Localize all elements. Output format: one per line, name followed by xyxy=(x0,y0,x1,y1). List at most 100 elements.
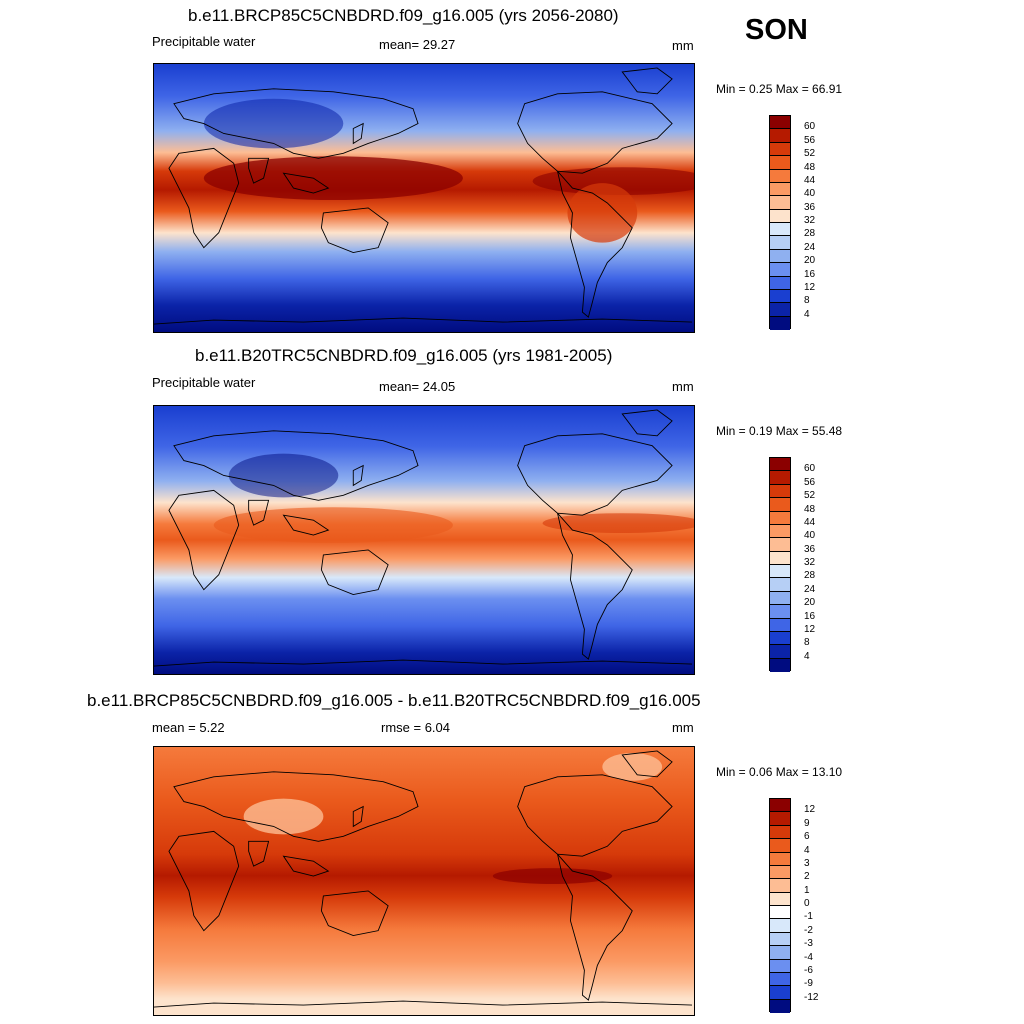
colorbar-tick-label: 12 xyxy=(804,623,816,635)
colorbar-segment xyxy=(770,986,790,1000)
colorbar-tick-label: 3 xyxy=(804,857,810,869)
colorbar-tick-label: 9 xyxy=(804,817,810,829)
colorbar-segment xyxy=(770,618,790,632)
colorbar-segment xyxy=(770,289,790,304)
panel-1-variable-label: Precipitable water xyxy=(152,34,256,49)
colorbar-segment xyxy=(770,932,790,947)
panel-1-map xyxy=(153,63,695,333)
panel-3-colorbar xyxy=(769,798,791,1013)
colorbar-tick-label: 8 xyxy=(804,295,810,307)
panel-2-title: b.e11.B20TRC5CNBDRD.f09_g16.005 (yrs 198… xyxy=(195,346,613,365)
colorbar-tick-label: 4 xyxy=(804,650,810,662)
colorbar-tick-label: 28 xyxy=(804,570,816,582)
colorbar-tick-label: 48 xyxy=(804,161,816,173)
colorbar-segment xyxy=(770,511,790,525)
colorbar-segment xyxy=(770,209,790,223)
colorbar-segment xyxy=(770,946,790,960)
colorbar-segment xyxy=(770,458,790,472)
colorbar-segment xyxy=(770,538,790,552)
panel-1-colorbar xyxy=(769,115,791,330)
colorbar-segment xyxy=(770,263,790,277)
colorbar-segment xyxy=(770,276,790,290)
colorbar-segment xyxy=(770,865,790,880)
colorbar-tick-label: 60 xyxy=(804,121,816,133)
colorbar-segment xyxy=(770,565,790,579)
panel-1-mean-label: mean= 29.27 xyxy=(379,37,456,52)
panel-3-rmse-label: rmse = 6.04 xyxy=(381,720,451,735)
colorbar-tick-label: 60 xyxy=(804,463,816,475)
colorbar-segment xyxy=(770,852,790,866)
panel-2-minmax: Min = 0.19 Max = 55.48 xyxy=(716,424,843,438)
colorbar-segment xyxy=(770,484,790,499)
panel-3-units-label: mm xyxy=(672,720,694,735)
colorbar-tick-label: -1 xyxy=(804,911,813,923)
colorbar-tick-label: 20 xyxy=(804,255,816,267)
colorbar-tick-label: 36 xyxy=(804,543,816,555)
colorbar-tick-label: -2 xyxy=(804,924,813,936)
colorbar-tick-label: 24 xyxy=(804,241,816,253)
colorbar-segment xyxy=(770,303,790,317)
colorbar-tick-label: 28 xyxy=(804,228,816,240)
colorbar-tick-label: 6 xyxy=(804,831,810,843)
panel-3-map xyxy=(153,746,695,1016)
colorbar-segment xyxy=(770,658,790,672)
colorbar-tick-label: 56 xyxy=(804,476,816,488)
colorbar-segment xyxy=(770,799,790,813)
colorbar-segment xyxy=(770,223,790,237)
colorbar-tick-label: 24 xyxy=(804,583,816,595)
colorbar-tick-label: -4 xyxy=(804,951,813,963)
colorbar-segment xyxy=(770,839,790,853)
colorbar-tick-label: 44 xyxy=(804,516,816,528)
colorbar-segment xyxy=(770,169,790,183)
colorbar-segment xyxy=(770,631,790,646)
colorbar-segment xyxy=(770,578,790,592)
season-label: SON xyxy=(745,14,808,46)
colorbar-tick-label: -12 xyxy=(804,991,819,1003)
colorbar-tick-label: -3 xyxy=(804,938,813,950)
colorbar-tick-label: 20 xyxy=(804,597,816,609)
colorbar-segment xyxy=(770,551,790,565)
colorbar-segment xyxy=(770,498,790,512)
colorbar-segment xyxy=(770,156,790,170)
colorbar-tick-label: 56 xyxy=(804,134,816,146)
colorbar-segment xyxy=(770,999,790,1013)
colorbar-tick-label: 8 xyxy=(804,637,810,649)
panel-2-units-label: mm xyxy=(672,379,694,394)
colorbar-tick-label: 40 xyxy=(804,188,816,200)
colorbar-tick-label: -9 xyxy=(804,978,813,990)
colorbar-tick-label: 40 xyxy=(804,530,816,542)
colorbar-tick-label: 32 xyxy=(804,557,816,568)
panel-3-title: b.e11.BRCP85C5CNBDRD.f09_g16.005 - b.e11… xyxy=(87,691,701,710)
colorbar-tick-label: -6 xyxy=(804,964,813,976)
colorbar-segment xyxy=(770,116,790,130)
panel-1-minmax: Min = 0.25 Max = 66.91 xyxy=(716,82,843,96)
colorbar-segment xyxy=(770,316,790,330)
colorbar-segment xyxy=(770,142,790,157)
colorbar-segment xyxy=(770,196,790,210)
colorbar-segment xyxy=(770,524,790,539)
colorbar-tick-label: 4 xyxy=(804,308,810,320)
colorbar-tick-label: 2 xyxy=(804,871,810,883)
colorbar-tick-label: 36 xyxy=(804,201,816,213)
colorbar-tick-label: 52 xyxy=(804,148,816,160)
colorbar-tick-label: 12 xyxy=(804,281,816,293)
panel-2-mean-label: mean= 24.05 xyxy=(379,379,456,394)
panel-2-variable-label: Precipitable water xyxy=(152,375,256,390)
panel-1-title: b.e11.BRCP85C5CNBDRD.f09_g16.005 (yrs 20… xyxy=(188,6,619,25)
colorbar-segment xyxy=(770,605,790,619)
colorbar-segment xyxy=(770,972,790,987)
colorbar-tick-label: 44 xyxy=(804,174,816,186)
colorbar-segment xyxy=(770,919,790,933)
panel-2-map xyxy=(153,405,695,675)
colorbar-segment xyxy=(770,645,790,659)
colorbar-segment xyxy=(770,906,790,920)
colorbar-tick-label: 16 xyxy=(804,610,816,622)
panel-2-colorbar xyxy=(769,457,791,672)
panel-1-units-label: mm xyxy=(672,38,694,53)
colorbar-segment xyxy=(770,959,790,973)
colorbar-tick-label: 4 xyxy=(804,844,810,856)
colorbar-tick-label: 52 xyxy=(804,490,816,502)
colorbar-tick-label: 32 xyxy=(804,215,816,226)
colorbar-segment xyxy=(770,812,790,826)
colorbar-tick-label: 48 xyxy=(804,503,816,515)
